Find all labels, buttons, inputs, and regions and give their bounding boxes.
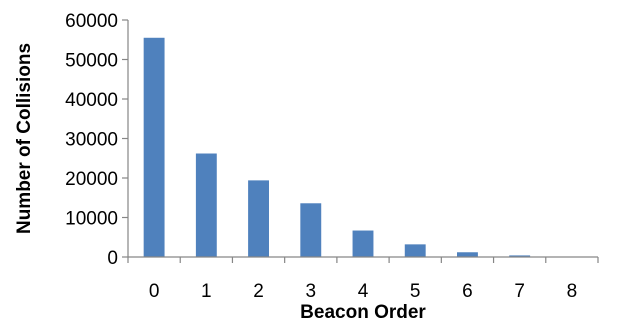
bar-2	[248, 180, 269, 257]
bar-0	[143, 37, 165, 258]
bar-6	[457, 252, 478, 257]
x-tick-label: 4	[358, 281, 369, 302]
bar-3	[300, 203, 322, 257]
bar-5	[404, 244, 426, 257]
x-axis-title: Beacon Order	[300, 302, 426, 322]
x-tick-label: 2	[253, 281, 264, 302]
bar-1	[195, 153, 217, 257]
bar-7	[509, 255, 531, 257]
x-tick-label: 0	[149, 281, 160, 302]
y-tick-label: 10000	[65, 209, 118, 230]
x-tick-label: 3	[305, 281, 316, 302]
y-tick-label: 30000	[65, 130, 118, 151]
y-tick-label: 20000	[65, 169, 118, 190]
y-tick-label: 0	[107, 248, 118, 269]
y-tick-label: 50000	[65, 51, 118, 72]
x-tick-label: 8	[567, 281, 578, 302]
x-tick-label: 6	[462, 281, 473, 302]
y-axis-ticks: 0 10000 20000 30000 40000 50000 60000	[65, 11, 128, 269]
y-tick-label: 40000	[65, 90, 118, 111]
x-tick-label: 7	[514, 281, 525, 302]
x-axis-ticks: 0 1 2 3 4 5 6 7 8	[127, 257, 599, 302]
x-tick-label: 1	[201, 281, 212, 302]
y-tick-label: 60000	[65, 11, 118, 32]
bars	[143, 37, 531, 258]
bar-4	[352, 230, 374, 257]
y-axis-title: Number of Collisions	[14, 43, 35, 234]
x-tick-label: 5	[410, 281, 421, 302]
